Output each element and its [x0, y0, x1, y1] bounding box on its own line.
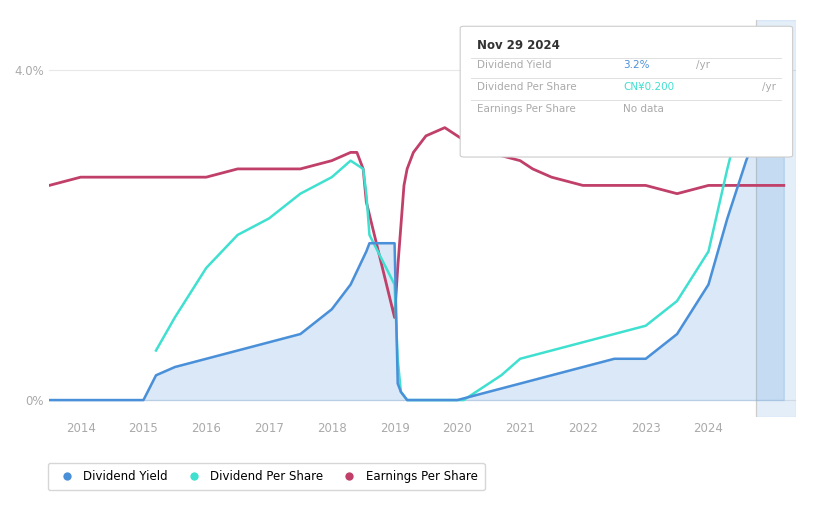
Text: Earnings Per Share: Earnings Per Share	[477, 104, 576, 114]
Text: /yr: /yr	[696, 60, 710, 70]
Text: Dividend Per Share: Dividend Per Share	[477, 82, 577, 92]
Text: Nov 29 2024: Nov 29 2024	[477, 39, 560, 52]
FancyBboxPatch shape	[461, 26, 792, 157]
Text: CN¥0.200: CN¥0.200	[623, 82, 674, 92]
Text: Past: Past	[759, 45, 782, 55]
Text: 3.2%: 3.2%	[623, 60, 649, 70]
Bar	[755, 20, 796, 417]
Text: Dividend Yield: Dividend Yield	[477, 60, 552, 70]
Text: No data: No data	[623, 104, 664, 114]
Text: /yr: /yr	[762, 82, 776, 92]
Legend: Dividend Yield, Dividend Per Share, Earnings Per Share: Dividend Yield, Dividend Per Share, Earn…	[48, 463, 485, 490]
